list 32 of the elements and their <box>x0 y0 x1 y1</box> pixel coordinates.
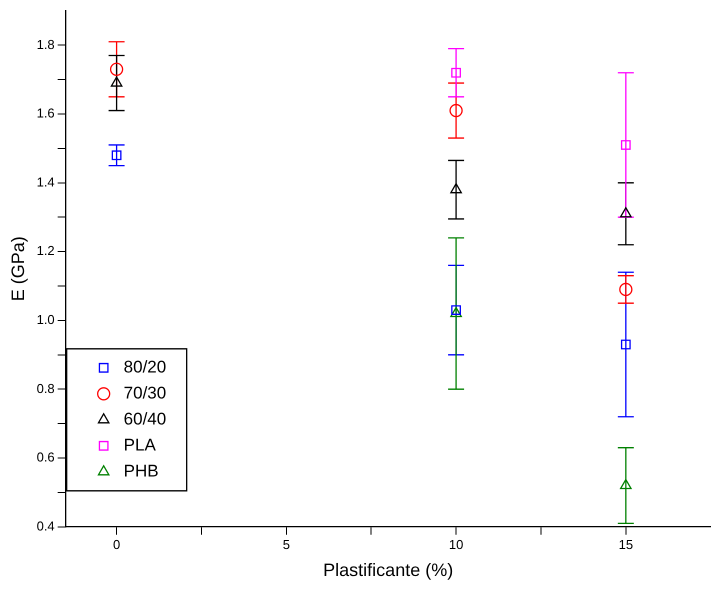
legend-label: 80/20 <box>124 357 166 376</box>
point <box>619 282 632 296</box>
x-tick-label: 5 <box>282 537 290 552</box>
y-tick-label: 1.4 <box>36 174 55 190</box>
point <box>450 306 462 318</box>
point <box>451 305 461 315</box>
point <box>110 62 124 76</box>
point <box>449 104 463 118</box>
point <box>620 478 632 490</box>
point <box>620 207 632 218</box>
y-tick-label: 0.8 <box>36 380 55 396</box>
legend-label: PHB <box>124 461 159 480</box>
y-tick-label: 0.6 <box>36 450 55 465</box>
legend-label: 70/30 <box>124 383 166 402</box>
legend-label: 60/40 <box>124 409 166 428</box>
y-tick-label: 1.0 <box>36 312 55 327</box>
x-tick-label: 0 <box>112 537 120 552</box>
point <box>620 340 631 350</box>
y-axis-title: E (GPa) <box>8 236 28 302</box>
y-tick-label: 1.8 <box>36 36 55 52</box>
point <box>451 68 461 78</box>
x-tick-label: 10 <box>448 537 464 552</box>
legend-label: PLA <box>124 435 156 454</box>
point <box>620 140 631 150</box>
x-tick-label: 15 <box>618 537 634 552</box>
x-axis-title: Plastificante (%) <box>323 560 454 580</box>
y-tick-label: 1.6 <box>36 106 55 121</box>
point <box>450 183 462 194</box>
y-tick-label: 0.4 <box>36 518 55 534</box>
y-tick-label: 1.2 <box>36 243 55 258</box>
point <box>112 150 122 160</box>
point <box>110 76 122 87</box>
